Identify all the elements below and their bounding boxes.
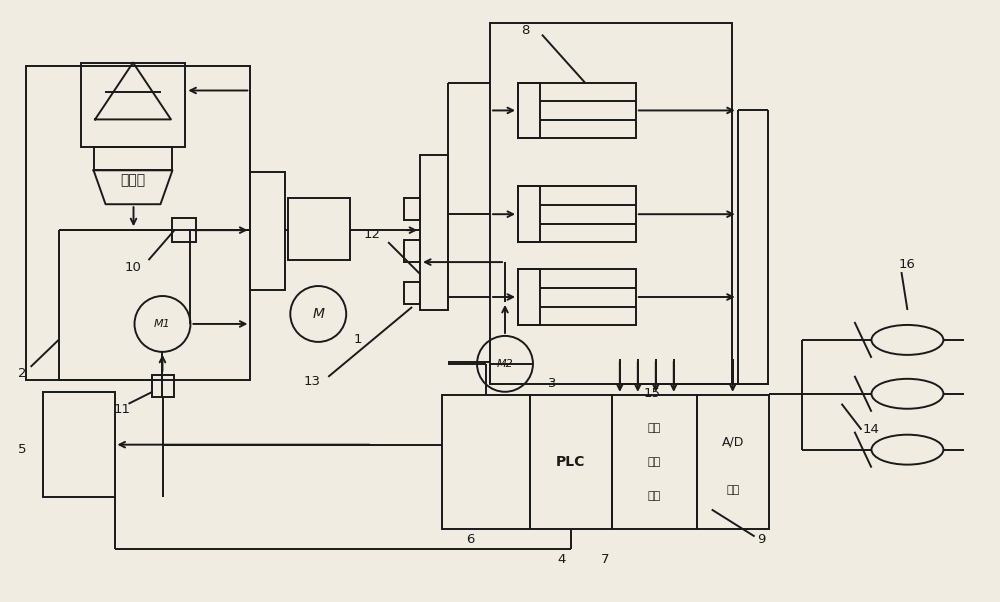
Bar [518,269,540,325]
Bar [530,395,612,530]
Bar [404,282,420,304]
Text: 温度: 温度 [648,423,661,433]
Text: 14: 14 [863,423,880,436]
Text: 3: 3 [548,377,556,390]
Bar [152,375,174,397]
Bar [518,186,636,242]
Bar [250,172,285,290]
Text: M2: M2 [497,359,513,369]
Text: 1: 1 [354,334,362,346]
Bar [172,218,196,242]
Text: 7: 7 [601,553,609,566]
Bar [404,240,420,262]
Text: 6: 6 [466,533,474,546]
Text: 15: 15 [643,387,660,400]
Bar [404,198,420,220]
Text: 13: 13 [304,375,321,388]
Bar [81,63,185,147]
Text: 4: 4 [558,553,566,566]
Text: A/D: A/D [721,435,744,448]
Bar [518,269,636,325]
Bar [94,147,172,170]
Text: 9: 9 [757,533,766,546]
Bar [43,392,115,497]
Text: 5: 5 [18,443,27,456]
Bar [518,82,636,138]
Bar [442,395,530,530]
Text: 12: 12 [364,228,381,241]
Bar [518,186,540,242]
Bar [288,198,350,260]
Text: M1: M1 [154,319,171,329]
Text: 11: 11 [114,403,131,416]
Text: 16: 16 [899,258,916,270]
Bar [490,23,732,384]
Text: 2: 2 [18,367,27,380]
Bar [420,155,448,310]
Text: PLC: PLC [556,455,586,468]
Text: 8: 8 [521,24,529,37]
Bar [612,395,697,530]
Text: 输入: 输入 [648,457,661,467]
Text: 模块: 模块 [648,491,661,500]
Text: 10: 10 [124,261,141,273]
Bar [518,82,540,138]
Text: 模块: 模块 [726,485,739,495]
Text: 冷却塔: 冷却塔 [120,173,145,187]
Bar [26,66,250,380]
Bar [697,395,769,530]
Text: M: M [312,307,324,321]
